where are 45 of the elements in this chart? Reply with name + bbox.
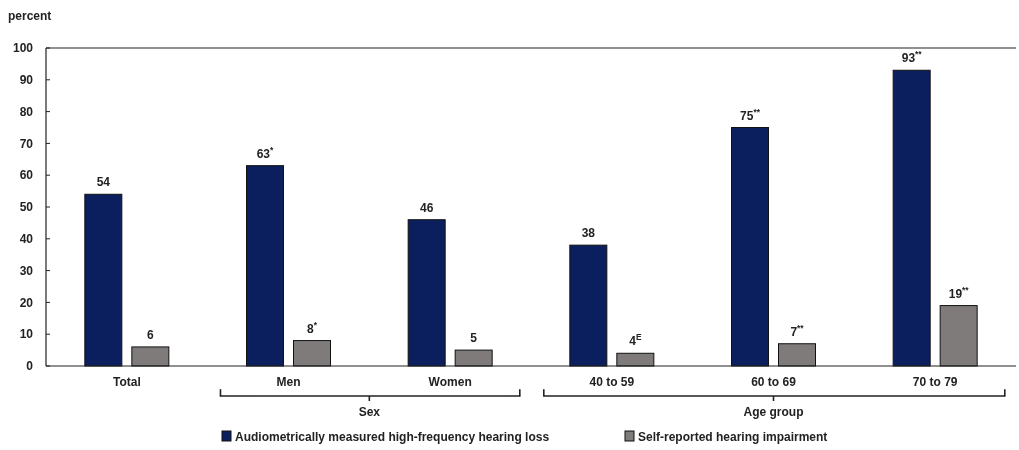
legend-label: Self-reported hearing impairment [638,430,828,445]
bar [246,165,284,367]
data-label: 38 [581,226,596,241]
data-label: 7$^{**}$ [790,322,805,339]
y-tick-label: 90 [19,73,34,87]
text: Age group [743,405,804,419]
y-tick-label: 20 [19,295,34,310]
y-tick-label: 0 [26,359,34,374]
y-tick-label: 60 [19,168,34,183]
bar [939,305,978,367]
y-tick-label: 70 [19,136,34,151]
data-label: 4$^{E}$ [629,332,642,349]
data-label: 93$^{**}$ [901,49,923,66]
x-tick-label: 40 to 59 [589,375,635,389]
y-tick-label: 10 [19,327,34,342]
y-axis-title: percent [8,9,52,23]
bar [892,69,931,367]
x-tick-label: Men [276,375,301,389]
data-label: 19$^{**}$ [948,284,970,301]
x-tick-label: Women [428,375,472,389]
bar [407,219,446,367]
bar [569,244,608,367]
y-tick-label: 40 [19,232,34,246]
data-label: 75$^{**}$ [740,106,761,123]
data-label: 8$^{*}$ [307,319,318,336]
data-label: 5 [470,331,478,346]
x-tick-label: 60 to 69 [751,375,797,389]
bar [731,127,769,367]
y-tick-label: 80 [19,104,34,119]
text: Sex [358,405,381,419]
bar [293,340,331,367]
bar [131,346,170,367]
legend-label: Audiometrically measured high-frequency hearing loss [235,430,550,445]
y-tick-label: 30 [19,263,34,278]
bar [454,349,493,367]
x-tick-label: Total [112,375,141,389]
data-label: 6 [146,327,154,342]
data-label: 54 [96,175,111,190]
data-label: 46 [419,200,434,215]
y-tick-label: 100 [12,41,34,56]
data-label: 63$^{*}$ [256,144,275,161]
y-tick-label: 50 [19,200,34,215]
x-tick-label: 70 to 79 [912,375,958,389]
bar [84,193,123,367]
bar [778,343,816,367]
